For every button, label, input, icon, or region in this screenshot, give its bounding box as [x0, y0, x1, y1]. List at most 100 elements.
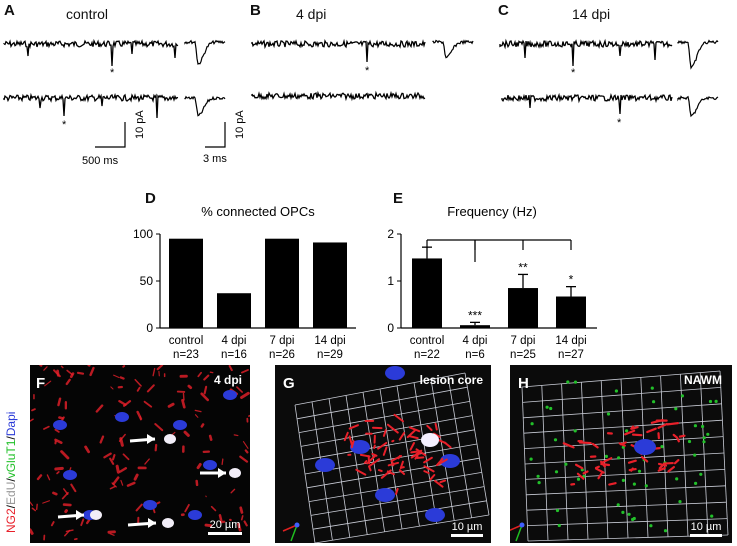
vglut-puncta [576, 477, 581, 481]
category-label: control [410, 335, 445, 347]
panel-c-condition: 14 dpi [572, 6, 611, 22]
opc-process [377, 441, 388, 450]
panel-h-scale: 10 µm [690, 521, 722, 537]
opc-process [423, 456, 433, 464]
grid-line [304, 443, 478, 475]
ng2-process [200, 423, 205, 428]
category-label: 7 dpi [270, 335, 295, 347]
ng2-process [237, 522, 242, 532]
ng2-process [60, 450, 70, 460]
ng2-process [30, 418, 34, 422]
vglut-puncta [573, 380, 578, 384]
opc-process [398, 469, 406, 476]
scale-bar [451, 534, 483, 537]
opc-process [673, 459, 680, 465]
significance-mark: * [569, 273, 574, 287]
vglut-puncta [614, 389, 618, 393]
ng2-process [241, 369, 249, 374]
ng2-process [144, 458, 150, 465]
ng2-process [204, 523, 213, 528]
opc-process [410, 450, 418, 454]
opc-process [409, 442, 416, 451]
vglut-puncta [566, 380, 570, 384]
ng2-process [112, 454, 116, 461]
ng2-process [143, 400, 153, 408]
trace-group [3, 38, 719, 119]
render-h-image [510, 370, 729, 542]
scale-text: 10 µm [451, 521, 483, 533]
ng2-process [109, 485, 116, 490]
opc-process [390, 454, 403, 463]
n-label: n=25 [510, 349, 536, 358]
ng2-process [70, 483, 77, 493]
opc-process [578, 441, 592, 445]
opc-process [423, 470, 430, 475]
vglut-puncta [702, 436, 706, 440]
scale-text: 20 µm [209, 519, 241, 531]
legend-sep: / [4, 436, 18, 440]
event-marker: * [571, 67, 576, 79]
ng2-process [233, 434, 239, 437]
grid-line [447, 376, 472, 518]
grid-line [680, 374, 689, 537]
panel-b-condition: 4 dpi [296, 6, 327, 22]
vglut-puncta [674, 407, 678, 411]
opc-process [348, 435, 353, 446]
nucleus [143, 500, 157, 510]
grid-line [640, 377, 649, 538]
opc-process [436, 457, 444, 466]
panel-g-letter: G [283, 375, 295, 392]
ng2-process [228, 365, 233, 372]
vglut-puncta [650, 386, 654, 390]
opc-process [366, 455, 376, 465]
opc-process [574, 463, 584, 470]
grid-line [719, 370, 729, 536]
ng2-process [136, 410, 143, 421]
ng2-process [69, 372, 75, 379]
edu-positive-cell [162, 518, 174, 528]
nucleus [425, 508, 445, 522]
ng2-process [112, 476, 120, 486]
ng2-process [30, 528, 34, 535]
vglut-puncta [632, 482, 636, 486]
ng2-process [110, 386, 114, 390]
ng2-process [65, 378, 71, 386]
grid-line [527, 518, 728, 526]
vglut-puncta [553, 438, 558, 442]
chart-e-title: Frequency (Hz) [447, 204, 537, 219]
nucleus [188, 510, 202, 520]
panel-a-letter: A [4, 2, 15, 19]
nucleus [385, 366, 405, 380]
panel-f-tag: 4 dpi [213, 373, 242, 387]
nucleus [173, 420, 187, 430]
current-trace [251, 38, 426, 63]
ng2-process [31, 408, 36, 412]
opc-process [657, 422, 668, 429]
bar [508, 288, 538, 328]
vglut-puncta [557, 523, 561, 528]
vglut-puncta [554, 470, 559, 474]
ng2-process [62, 503, 72, 507]
opc-process [631, 433, 643, 437]
vglut-puncta [644, 484, 648, 488]
legend-vglut: vGluT1 [4, 439, 18, 479]
zoom-trace [432, 39, 474, 59]
n-label: n=29 [317, 349, 343, 358]
opc-process [657, 466, 666, 472]
legend-sep: / [4, 504, 18, 509]
ng2-process [194, 409, 202, 413]
vglut-puncta [710, 514, 714, 518]
grid-line [413, 382, 438, 524]
ng2-process [52, 491, 58, 496]
edu-positive-cell [229, 468, 241, 478]
category-label: 14 dpi [314, 335, 345, 347]
vglut-puncta [530, 422, 534, 426]
y-tick-label: 0 [387, 321, 394, 335]
axis-y-indicator [290, 524, 298, 542]
category-label: 14 dpi [555, 335, 586, 347]
opc-process [368, 465, 372, 472]
ng2-process [44, 380, 52, 387]
ng2-process [196, 462, 202, 470]
ng2-process [89, 366, 95, 377]
ng2-process [208, 434, 213, 441]
